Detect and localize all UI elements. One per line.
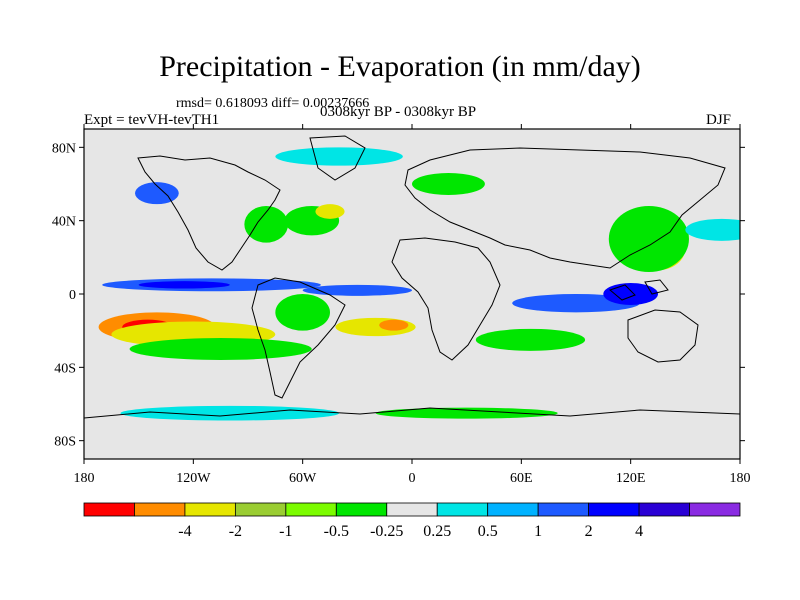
north-america-coast <box>137 155 281 271</box>
antarctica-coast <box>84 407 740 419</box>
colorbar-swatch <box>335 502 388 517</box>
colorbar-swatch <box>436 502 489 517</box>
colorbar-swatch <box>638 502 690 517</box>
colorbar: -4 -2 -1 -0.5 -0.25 0.25 0.5 1 2 4 <box>83 502 741 540</box>
region-south-atlantic-orange <box>379 319 409 331</box>
lat-tick-label: 80N <box>52 141 76 156</box>
stats-text: rmsd= 0.618093 diff= 0.00237666 <box>176 96 370 111</box>
region-arctic-cyan <box>275 147 403 166</box>
lat-tick-label: 40S <box>54 361 76 376</box>
colorbar-label: -1 <box>279 523 292 540</box>
region-west-pacific-green <box>608 206 689 272</box>
lon-tick-label: 180 <box>74 471 95 486</box>
lon-tick-label: 120W <box>176 471 211 486</box>
longitude-axis: 180 120W 60W 0 60E 120E 180 <box>74 124 751 486</box>
colorbar-swatch <box>134 502 186 517</box>
lat-tick-label: 80S <box>54 435 76 450</box>
africa-coast <box>391 237 501 361</box>
lon-tick-label: 180 <box>730 471 751 486</box>
colorbar-swatch <box>234 502 287 517</box>
region-north-pacific-cyan <box>685 218 740 241</box>
colorbar-swatch <box>83 502 135 517</box>
lat-tick-label: 40N <box>52 215 76 230</box>
region-europe-green <box>412 173 485 195</box>
region-south-pacific-green <box>129 338 312 360</box>
australia-coast <box>627 309 699 363</box>
colorbar-swatch <box>537 502 590 517</box>
colorbar-swatch <box>386 502 438 517</box>
lon-tick-label: 120E <box>616 471 646 486</box>
chart-title: Precipitation - Evaporation (in mm/day) <box>159 50 641 83</box>
region-atlantic-itcz <box>302 284 413 296</box>
colorbar-swatch <box>184 502 236 517</box>
colorbar-label: -0.25 <box>370 523 403 540</box>
experiment-label: Expt = tevVH-tevTH1 <box>84 112 220 128</box>
region-southern-ocean-green <box>375 407 558 419</box>
region-southern-ocean-cyan <box>120 405 340 421</box>
colorbar-swatch <box>487 502 539 517</box>
greenland-coast <box>309 135 366 181</box>
maritime-islands <box>608 279 669 301</box>
lon-tick-label: 60E <box>510 471 533 486</box>
lon-tick-label: 60W <box>289 471 317 486</box>
colorbar-swatch <box>588 502 640 517</box>
region-north-atlantic-yellow <box>315 204 345 219</box>
colorbar-label: 0.5 <box>478 523 498 540</box>
south-america-coast <box>251 277 346 399</box>
colorbar-swatch <box>285 502 337 517</box>
lat-tick-label: 0 <box>69 288 76 303</box>
colorbar-label: -4 <box>178 523 191 540</box>
region-indian-ocean-green <box>475 328 586 351</box>
region-north-america-green <box>244 206 289 243</box>
latitude-axis: 80N 40N 0 40S 80S <box>52 141 745 450</box>
eurasia-coast <box>404 147 726 269</box>
colorbar-label: 2 <box>585 523 593 540</box>
colorbar-label: 4 <box>635 523 643 540</box>
period-label: 0308kyr BP - 0308kyr BP <box>320 104 477 120</box>
colorbar-label: -2 <box>229 523 242 540</box>
coastlines <box>84 135 740 419</box>
season-label: DJF <box>706 112 732 128</box>
colorbar-label: -0.5 <box>324 523 349 540</box>
region-north-pacific-blue <box>135 182 179 205</box>
region-itcz-pacific-core <box>138 281 230 289</box>
lon-tick-label: 0 <box>409 471 416 486</box>
region-amazon-green <box>275 294 330 331</box>
colorbar-label: 0.25 <box>423 523 451 540</box>
colorbar-label: 1 <box>534 523 542 540</box>
region-maritime-continent <box>603 283 659 305</box>
colorbar-swatch <box>689 502 741 517</box>
